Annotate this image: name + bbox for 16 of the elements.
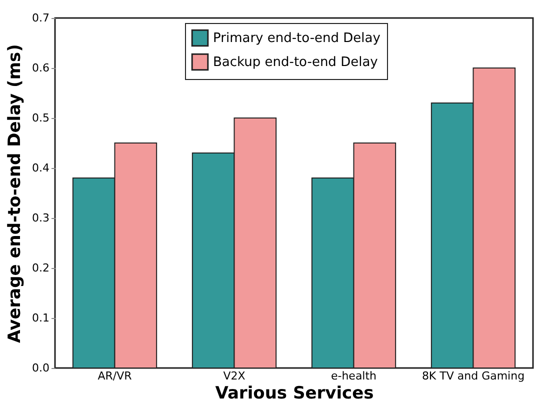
x-axis-title: Various Services [215,384,374,404]
y-tick-label: 0.0 [32,362,50,374]
x-tick-label: e-health [330,370,377,382]
y-axis-title: Average end-to-end Delay (ms) [5,44,26,343]
y-tick-label: 0.1 [32,312,50,324]
legend-label: Primary end-to-end Delay [213,31,381,46]
y-tick-label: 0.7 [32,12,50,24]
x-tick-label: AR/VR [98,370,132,382]
y-tick-label: 0.3 [32,212,50,224]
y-tick-label: 0.6 [32,62,50,74]
y-tick-label: 0.2 [32,262,50,274]
legend-label: Backup end-to-end Delay [213,55,378,70]
y-tick-label: 0.5 [32,112,50,124]
y-tick-label: 0.4 [32,162,50,174]
x-tick-label: 8K TV and Gaming [422,370,525,382]
x-tick-label: V2X [223,370,246,382]
